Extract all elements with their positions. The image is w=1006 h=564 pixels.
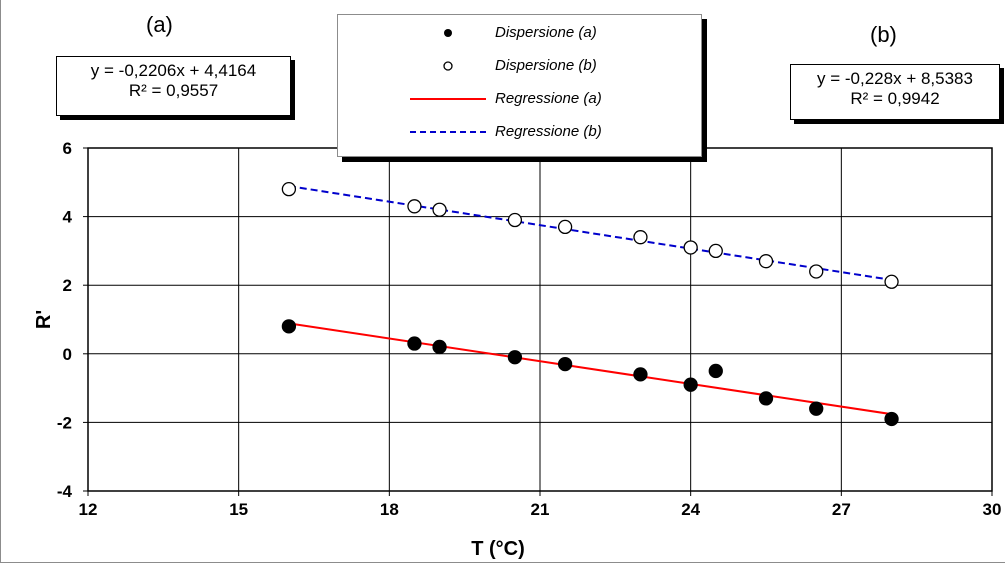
- data-point-open: [432, 202, 447, 217]
- data-point-open: [683, 240, 698, 255]
- x-tick-label: 30: [983, 500, 1002, 519]
- data-point-open: [407, 199, 422, 214]
- data-point-filled: [507, 350, 523, 365]
- data-point-open: [758, 254, 774, 269]
- x-tick-label: 15: [229, 500, 248, 519]
- data-point-open: [809, 264, 824, 279]
- data-point-filled: [683, 377, 698, 392]
- legend-item-dispersione-b: Dispersione (b): [338, 56, 701, 76]
- data-point-filled: [557, 356, 573, 372]
- equation-box-b: y = -0,228x + 8,5383 R² = 0,9942: [790, 64, 1000, 120]
- equation-a-formula: y = -0,2206x + 4,4164: [90, 61, 257, 80]
- data-point-open: [633, 230, 648, 245]
- y-tick-label: 0: [63, 345, 72, 364]
- y-tick-label: 6: [63, 139, 72, 158]
- legend-label: Regressione (a): [495, 90, 602, 107]
- x-tick-label: 18: [380, 500, 399, 519]
- dashed-line-icon: [410, 131, 486, 133]
- equation-box-a: y = -0,2206x + 4,4164 R² = 0,9557: [56, 56, 291, 116]
- y-tick-label: -2: [57, 413, 72, 432]
- data-point-open: [281, 182, 297, 197]
- data-point-open: [884, 274, 899, 289]
- x-axis-title: T (°C): [471, 538, 525, 560]
- data-point-open: [557, 219, 573, 235]
- data-point-open: [507, 212, 523, 228]
- y-tick-label: 2: [63, 276, 72, 295]
- data-point-open: [708, 243, 723, 259]
- data-point-filled: [633, 367, 648, 382]
- filled-circle-marker-icon: [444, 29, 452, 37]
- equation-b-formula: y = -0,228x + 8,5383: [817, 69, 973, 88]
- data-point-filled: [708, 363, 723, 379]
- legend-item-regressione-b: Regressione (b): [338, 122, 701, 142]
- regression-line: [288, 322, 892, 416]
- y-tick-label: -4: [57, 482, 73, 501]
- data-point-filled: [758, 391, 774, 406]
- legend-item-regressione-a: Regressione (a): [338, 89, 701, 109]
- legend-label: Dispersione (a): [495, 24, 597, 41]
- legend-item-dispersione-a: Dispersione (a): [338, 23, 701, 43]
- equation-a-r2: R² = 0,9557: [128, 81, 219, 100]
- data-point-filled: [809, 401, 824, 416]
- x-tick-label: 21: [531, 500, 550, 519]
- open-circle-marker-icon: [443, 61, 453, 71]
- data-point-filled: [407, 336, 422, 351]
- data-point-filled: [884, 411, 899, 427]
- x-tick-label: 12: [79, 500, 98, 519]
- regression-line: [288, 185, 892, 281]
- legend-label: Dispersione (b): [495, 57, 597, 74]
- x-tick-label: 27: [832, 500, 851, 519]
- equation-b-r2: R² = 0,9942: [850, 89, 940, 108]
- panel-label-b: (b): [870, 22, 897, 47]
- solid-line-icon: [410, 98, 486, 100]
- panel-label-a: (a): [146, 12, 173, 37]
- x-tick-label: 24: [681, 500, 700, 519]
- legend: Dispersione (a) Dispersione (b) Regressi…: [337, 14, 702, 157]
- legend-label: Regressione (b): [495, 123, 602, 140]
- y-tick-label: 4: [63, 208, 73, 227]
- data-point-filled: [432, 339, 447, 355]
- data-point-filled: [281, 319, 297, 334]
- y-axis-title: R': [33, 310, 55, 329]
